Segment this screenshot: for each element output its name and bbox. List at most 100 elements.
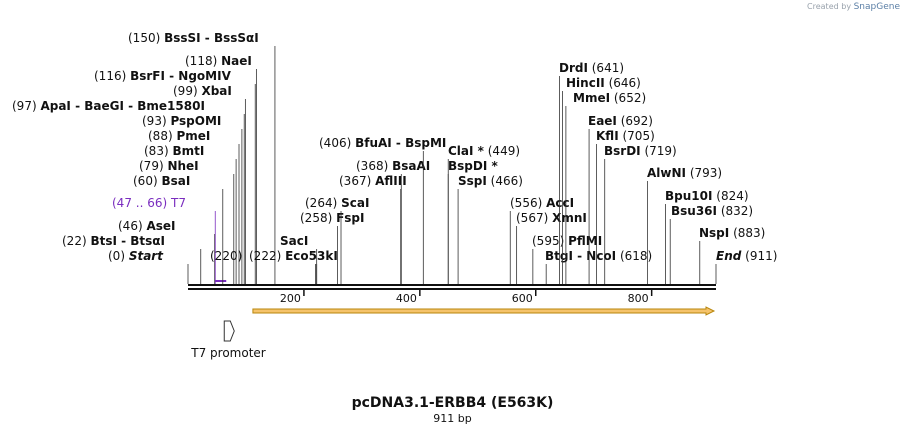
restriction-site-label: Bpu10I (824) bbox=[665, 189, 749, 203]
site-enzyme-name: BtgI - NcoI bbox=[545, 249, 616, 263]
restriction-site-label: (264) ScaI bbox=[305, 196, 369, 210]
site-position: (824) bbox=[712, 189, 748, 203]
site-enzyme-name: BsaI bbox=[161, 174, 190, 188]
site-position: (832) bbox=[717, 204, 753, 218]
restriction-site-label: (97) ApaI - BaeGI - Bme1580I bbox=[12, 99, 205, 113]
site-enzyme-name: DrdI bbox=[559, 61, 588, 75]
site-enzyme-name: Bpu10I bbox=[665, 189, 712, 203]
restriction-site-label: EaeI (692) bbox=[588, 114, 653, 128]
site-position: (883) bbox=[729, 226, 765, 240]
restriction-site-label: (406) BfuAI - BspMI bbox=[319, 136, 446, 150]
restriction-site-label: (93) PspOMI bbox=[142, 114, 221, 128]
site-enzyme-name: ScaI bbox=[341, 196, 369, 210]
site-position: (692) bbox=[617, 114, 653, 128]
site-enzyme-name: SacI bbox=[280, 234, 308, 248]
promoter-feature-arrow bbox=[223, 320, 235, 342]
restriction-site-label: KflI (705) bbox=[596, 129, 655, 143]
restriction-site-label: AlwNI (793) bbox=[647, 166, 722, 180]
restriction-site-label: (368) BsaAI bbox=[356, 159, 430, 173]
site-position: (60) bbox=[133, 174, 161, 188]
site-enzyme-name: PmeI bbox=[176, 129, 210, 143]
site-enzyme-name: Bsu36I bbox=[671, 204, 717, 218]
site-position: (220) bbox=[210, 249, 242, 263]
restriction-site-label: (83) BmtI bbox=[144, 144, 204, 158]
restriction-site-label: Bsu36I (832) bbox=[671, 204, 753, 218]
site-position: (88) bbox=[148, 129, 176, 143]
restriction-site-label: (595) PflMI bbox=[532, 234, 602, 248]
site-position: (556) bbox=[510, 196, 546, 210]
site-enzyme-name: BmtI bbox=[172, 144, 204, 158]
site-position: (118) bbox=[185, 54, 221, 68]
map-title-block: pcDNA3.1-ERBB4 (E563K) 911 bp bbox=[0, 395, 905, 425]
site-enzyme-name: NheI bbox=[167, 159, 198, 173]
site-enzyme-name: T7 bbox=[170, 196, 186, 210]
restriction-site-label: MmeI (652) bbox=[573, 91, 646, 105]
site-position: (641) bbox=[588, 61, 624, 75]
site-enzyme-name: AflIII bbox=[375, 174, 407, 188]
site-enzyme-name: FspI bbox=[336, 211, 364, 225]
site-position: (116) bbox=[94, 69, 130, 83]
site-enzyme-name: XbaI bbox=[201, 84, 231, 98]
site-enzyme-name: ClaI * bbox=[448, 144, 485, 158]
restriction-site-label: NspI (883) bbox=[699, 226, 765, 240]
site-enzyme-name: KflI bbox=[596, 129, 619, 143]
site-enzyme-name: BsrDI bbox=[604, 144, 641, 158]
site-position: (646) bbox=[605, 76, 641, 90]
site-enzyme-name: NspI bbox=[699, 226, 729, 240]
restriction-site-label: (46) AseI bbox=[118, 219, 176, 233]
site-position: (264) bbox=[305, 196, 341, 210]
restriction-site-label: (567) XmnI bbox=[516, 211, 587, 225]
site-position: (83) bbox=[144, 144, 172, 158]
site-position: (406) bbox=[319, 136, 355, 150]
site-position: (47 .. 66) bbox=[112, 196, 171, 210]
site-enzyme-name: XmnI bbox=[552, 211, 587, 225]
credit-brand: SnapGene bbox=[853, 2, 900, 12]
site-enzyme-name: AlwNI bbox=[647, 166, 686, 180]
restriction-site-label: (116) BsrFI - NgoMIV bbox=[94, 69, 232, 83]
snapgene-credit: Created by SnapGene bbox=[807, 2, 900, 12]
restriction-site-label: (99) XbaI bbox=[173, 84, 232, 98]
site-enzyme-name: HincII bbox=[566, 76, 605, 90]
site-enzyme-name: AccI bbox=[546, 196, 574, 210]
restriction-site-label: (222) Eco53kI bbox=[249, 249, 338, 263]
insert-feature-arrow bbox=[252, 306, 716, 316]
site-position: (79) bbox=[139, 159, 167, 173]
restriction-site-label: SspI (466) bbox=[458, 174, 523, 188]
site-position: (793) bbox=[686, 166, 722, 180]
site-position: (46) bbox=[118, 219, 146, 233]
site-enzyme-name: BfuAI - BspMI bbox=[355, 136, 446, 150]
restriction-site-label: (150) BssSI - BssSαI bbox=[128, 31, 259, 45]
map-length: 911 bp bbox=[433, 412, 472, 425]
site-enzyme-name: Eco53kI bbox=[285, 249, 338, 263]
restriction-site-label: (556) AccI bbox=[510, 196, 574, 210]
site-enzyme-name: BsaAI bbox=[392, 159, 430, 173]
site-position: (652) bbox=[610, 91, 646, 105]
site-position: (222) bbox=[249, 249, 285, 263]
site-enzyme-name: SspI bbox=[458, 174, 487, 188]
site-enzyme-name: Start bbox=[129, 249, 164, 263]
site-enzyme-name: PspOMI bbox=[170, 114, 221, 128]
restriction-site-label: (220) bbox=[210, 249, 242, 263]
site-enzyme-name: BssSI - BssSαI bbox=[164, 31, 259, 45]
site-position: (150) bbox=[128, 31, 164, 45]
restriction-site-label: SacI bbox=[280, 234, 308, 248]
restriction-site-label: (367) AflIII bbox=[339, 174, 407, 188]
site-position: (367) bbox=[339, 174, 375, 188]
credit-prefix: Created by bbox=[807, 2, 852, 11]
site-position: (449) bbox=[484, 144, 520, 158]
site-position: (22) bbox=[62, 234, 90, 248]
restriction-site-label: (79) NheI bbox=[139, 159, 199, 173]
restriction-site-label: ClaI * (449) bbox=[448, 144, 520, 158]
site-position: (466) bbox=[487, 174, 523, 188]
site-position: (0) bbox=[108, 249, 129, 263]
site-enzyme-name: AseI bbox=[146, 219, 175, 233]
ruler-tick-label: 600 bbox=[512, 292, 533, 305]
restriction-site-label: (0) Start bbox=[108, 249, 164, 263]
site-position: (705) bbox=[619, 129, 655, 143]
restriction-site-label: (60) BsaI bbox=[133, 174, 190, 188]
site-enzyme-name: EaeI bbox=[588, 114, 617, 128]
ruler-tick-label: 200 bbox=[280, 292, 301, 305]
restriction-site-label: (88) PmeI bbox=[148, 129, 210, 143]
site-position: (368) bbox=[356, 159, 392, 173]
